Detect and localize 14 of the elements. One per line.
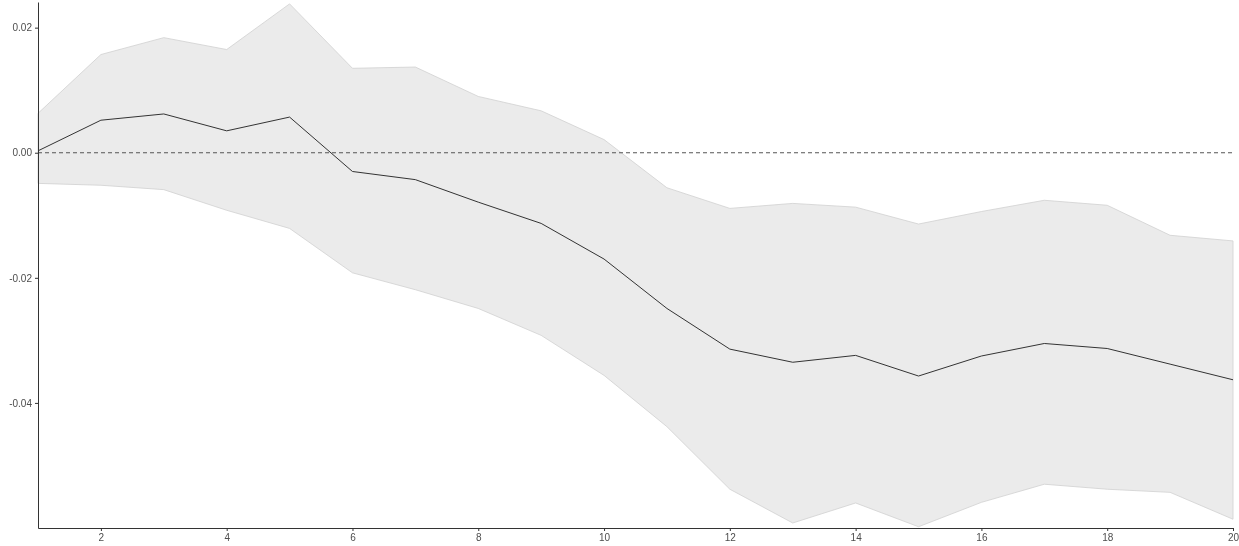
x-tick-label: 16: [976, 532, 988, 544]
x-tick-label: 18: [1102, 532, 1114, 544]
x-tick-label: 10: [598, 532, 611, 544]
x-tick-label: 8: [475, 532, 482, 544]
y-tick-label: -0.02: [9, 272, 33, 284]
x-tick-label: 20: [1227, 532, 1239, 544]
x-tick-label: 4: [224, 532, 231, 544]
x-tick-label: 14: [850, 532, 863, 544]
x-tick-label: 12: [724, 532, 737, 544]
y-tick-label: 0.00: [12, 147, 33, 159]
y-tick-label: -0.04: [9, 397, 33, 409]
x-tick-label: 6: [350, 532, 357, 544]
x-tick-label: 2: [98, 532, 105, 544]
y-tick-label: 0.02: [12, 22, 33, 34]
